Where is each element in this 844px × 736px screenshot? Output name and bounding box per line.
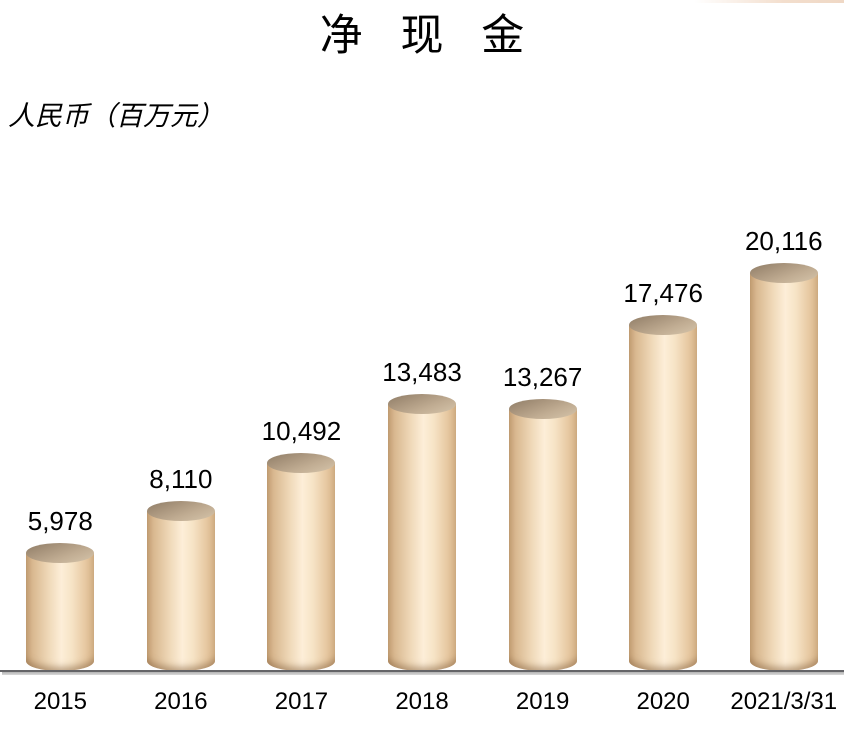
x-axis-label: 2015: [33, 688, 87, 715]
cylinder-top-ellipse: [508, 399, 577, 419]
bar-cylinder-2021-03-31: 20,116: [745, 226, 823, 671]
bar-cylinder-2019: 13,267: [503, 362, 582, 671]
x-axis-label: 2016: [154, 688, 208, 715]
bar-column: 10,492: [241, 416, 362, 671]
x-axis-label: 2017: [274, 688, 329, 715]
bar-column: 13,483: [362, 357, 483, 671]
data-label: 13,483: [382, 357, 462, 387]
cylinder-top-ellipse: [267, 453, 336, 473]
bar-cylinder-2017: 10,492: [262, 416, 341, 671]
x-axis-labels: 2015 2016 2017 2018 2019 2020 2021/3/31: [0, 681, 844, 736]
data-label: 13,267: [502, 362, 583, 392]
bars-row: 5,978 8,110 10,492 13,483: [0, 226, 844, 671]
x-axis-label: 2019: [515, 688, 570, 715]
cylinder-top-ellipse: [629, 315, 698, 335]
x-axis-label: 2021/3/31: [730, 688, 838, 715]
data-label: 20,116: [744, 226, 823, 256]
cylinder-top-ellipse: [749, 263, 818, 283]
cylinder-top-ellipse: [388, 394, 457, 414]
unit-label: 人民币（百万元）: [8, 101, 224, 131]
x-axis-label: 2018: [395, 688, 449, 715]
bar-cylinder-2016: 8,110: [146, 464, 215, 671]
bar-cylinder-2018: 13,483: [382, 357, 462, 671]
corner-decoration: [694, 0, 844, 3]
x-axis-label: 2020: [636, 688, 690, 715]
data-label: 17,476: [623, 278, 703, 308]
bar-cylinder-2015: 5,978: [26, 506, 95, 671]
bar-cylinder-2020: 17,476: [623, 278, 703, 671]
bar-chart: 5,978 8,110 10,492 13,483: [0, 150, 844, 736]
bar-column: 17,476: [603, 278, 724, 671]
data-label: 10,492: [261, 416, 342, 446]
cylinder-top-ellipse: [26, 543, 95, 563]
data-label: 5,978: [27, 506, 93, 536]
chart-title: 净 现 金: [319, 12, 538, 60]
cylinder-top-ellipse: [146, 501, 215, 521]
x-axis-line: [0, 670, 844, 672]
bar-column: 5,978: [0, 506, 121, 671]
data-label: 8,110: [149, 464, 213, 494]
bar-column: 8,110: [121, 464, 242, 671]
bar-column: 13,267: [482, 362, 603, 671]
bar-column: 20,116: [723, 226, 844, 671]
x-axis-shadow: [2, 672, 844, 675]
